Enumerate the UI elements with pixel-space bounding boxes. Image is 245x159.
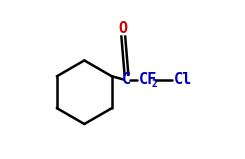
Text: CF: CF <box>138 72 157 87</box>
Text: C: C <box>122 72 131 87</box>
Text: O: O <box>119 21 128 36</box>
Text: 2: 2 <box>151 79 157 89</box>
Text: Cl: Cl <box>173 72 192 87</box>
